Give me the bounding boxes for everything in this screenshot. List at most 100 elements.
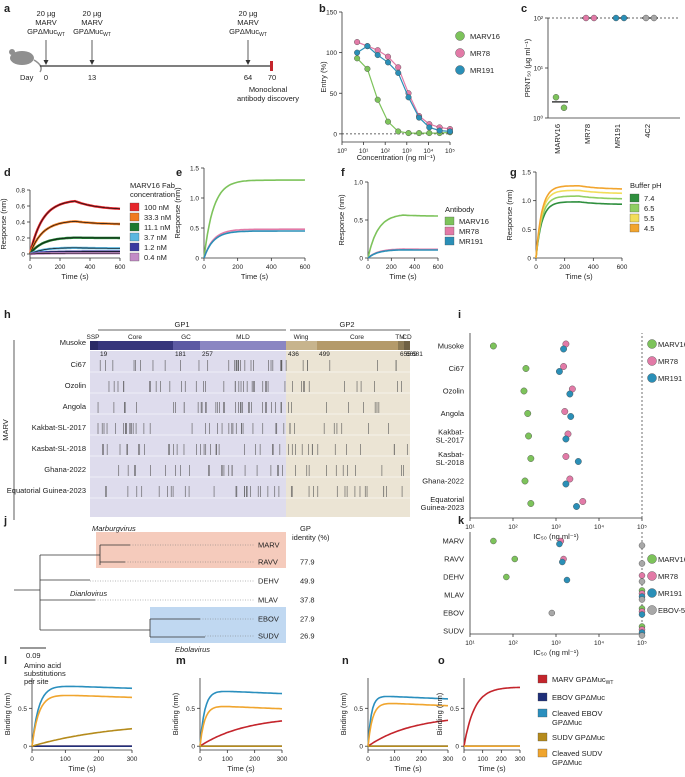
k-point-EBOV-515 — [638, 542, 646, 549]
f-y-tick-label: 0 — [359, 256, 363, 263]
n-x-tick-label: 100 — [389, 756, 400, 763]
e-x-label: Time (s) — [241, 272, 269, 281]
n-y-tick-label: 0.5 — [354, 706, 363, 713]
f-x-tick-label: 400 — [409, 264, 420, 271]
e-x-tick-label: 200 — [232, 264, 243, 271]
n-x-tick-label: 0 — [366, 756, 370, 763]
d-legend-swatch — [129, 232, 140, 242]
b-legend-marker — [455, 48, 465, 58]
h-domain-segment — [317, 341, 398, 350]
d-legend-swatch — [129, 202, 140, 212]
n-x-tick-label: 200 — [416, 756, 427, 763]
f-x-tick-label: 600 — [433, 264, 444, 271]
b-x-label: Concentration (ng ml⁻¹) — [357, 153, 436, 162]
e-y-tick-label: 1.5 — [190, 166, 199, 173]
i-legend-marker — [647, 373, 657, 383]
k-point-EBOV-515 — [638, 596, 646, 603]
d-legend-title: concentration — [130, 190, 175, 199]
n-x-label: Time (s) — [394, 764, 422, 773]
b-point-MR191 — [447, 128, 454, 135]
k-legend-marker — [647, 588, 657, 598]
g-legend-label: 5.5 — [644, 214, 654, 223]
j-genus-label: Ebolavirus — [175, 645, 210, 654]
l-y-tick-label: 0.5 — [18, 706, 27, 713]
b-point-MR78 — [354, 39, 361, 46]
i-x-label: IC₅₀ (ng ml⁻¹) — [533, 532, 579, 541]
l-y-label: Binding (nm) — [3, 692, 12, 735]
j-identity-value: 27.9 — [300, 615, 315, 624]
o-x-tick-label: 100 — [477, 756, 488, 763]
i-category-label: Ghana-2022 — [422, 477, 464, 486]
d-legend-label: 33.3 nM — [144, 213, 171, 222]
d-y-label: Response (nm) — [0, 198, 8, 250]
k-point-MR191 — [563, 576, 571, 584]
f-x-tick-label: 0 — [366, 264, 370, 271]
d-legend-label: 3.7 nM — [144, 233, 167, 242]
h-domain-segment — [404, 341, 410, 350]
m-x-label: Time (s) — [227, 764, 255, 773]
day-value: 64 — [244, 73, 252, 82]
panel-label-l: l — [4, 655, 7, 667]
h-position-label: 436 — [288, 351, 299, 358]
d-legend-label: 1.2 nM — [144, 243, 167, 252]
g-legend-title: Buffer pH — [630, 181, 662, 190]
e-curve-MR191 — [203, 230, 305, 259]
b-point-MR191 — [426, 124, 433, 131]
panel-label-k: k — [458, 515, 465, 527]
h-strain-label: Equatorial Guinea-2023 — [7, 486, 86, 495]
c-y-label: PRNT₅₀ (µg ml⁻¹) — [523, 38, 532, 97]
end-label: antibody discovery — [237, 94, 299, 103]
b-y-tick-label: 100 — [326, 50, 337, 57]
b-x-tick-label: 10⁵ — [445, 148, 455, 155]
e-x-tick-label: 400 — [266, 264, 277, 271]
k-point-MR191 — [559, 558, 566, 566]
b-point-MR78 — [395, 64, 402, 71]
i-point-MR78 — [561, 408, 569, 415]
e-curve-MR78 — [203, 228, 305, 259]
j-identity-value: 77.9 — [300, 558, 315, 567]
f-legend-label: MR191 — [459, 237, 483, 246]
i-category-label: Ci67 — [449, 364, 464, 373]
k-legend-marker — [647, 605, 657, 615]
day-value: 70 — [268, 73, 276, 82]
c-category-label: 4C2 — [643, 124, 652, 138]
d-legend-label: 0.4 nM — [144, 253, 167, 262]
arrow-head-icon — [245, 60, 251, 65]
h-position-label: 681 — [412, 351, 423, 358]
o-y-tick-label: 0.5 — [450, 706, 459, 713]
m-x-tick-label: 100 — [222, 756, 233, 763]
k-category-label: EBOV — [443, 609, 464, 618]
e-curve-MARV16 — [203, 179, 306, 259]
i-point-MARV16 — [527, 455, 535, 462]
b-curve-MR78 — [356, 41, 451, 130]
f-y-label: Response (nm) — [337, 194, 346, 246]
d-legend-title: MARV16 Fab — [130, 181, 175, 190]
b-point-MR191 — [374, 52, 381, 59]
l-x-tick-label: 0 — [30, 756, 34, 763]
j-taxon-label: DEHV — [258, 577, 279, 586]
j-genus-label: Marburgvirus — [92, 524, 136, 533]
b-point-MARV16 — [364, 65, 371, 72]
m-curve-2 — [199, 690, 283, 747]
k-point-MARV16 — [511, 555, 518, 563]
i-legend-label: MR78 — [658, 357, 678, 366]
h-gp1-label: GP1 — [174, 320, 189, 329]
j-identity-value: 49.9 — [300, 577, 315, 586]
injection-label: MARV — [35, 18, 57, 27]
h-strain-label: Angola — [63, 402, 87, 411]
b-legend-label: MR191 — [470, 66, 494, 75]
i-category-label: Kakbat- — [438, 428, 464, 437]
d-legend-swatch — [129, 252, 140, 262]
d-legend-swatch — [129, 242, 140, 252]
h-position-label: 655 — [400, 351, 411, 358]
b-y-tick-label: 150 — [326, 10, 337, 17]
c-point-4C2 — [642, 14, 650, 22]
panel-label-j: j — [3, 515, 7, 527]
l-x-label: Time (s) — [68, 764, 96, 773]
g-x-tick-label: 600 — [617, 264, 628, 271]
lo-legend-label: EBOV GPΔMuc — [552, 693, 605, 702]
j-identity-value: 26.9 — [300, 632, 315, 641]
injection-label: MARV — [81, 18, 103, 27]
k-point-MARV16 — [503, 573, 510, 581]
injection-label: 20 µg — [239, 9, 258, 18]
